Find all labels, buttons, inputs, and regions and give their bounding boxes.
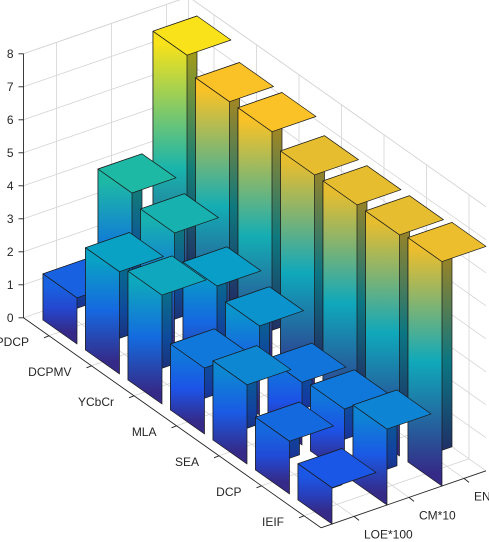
bar-top-face [365, 195, 444, 236]
category-tick-mark [43, 335, 50, 339]
axis-line [23, 317, 322, 529]
bar-top-face [152, 15, 232, 56]
z-tick-label: 4 [7, 179, 14, 193]
axis-line [320, 470, 487, 529]
category-tick-mark [256, 485, 262, 489]
bar-front-face [407, 237, 443, 487]
bar-top-face [225, 286, 304, 327]
category-tick-mark [86, 365, 92, 369]
z-tick-label: 1 [7, 278, 14, 292]
bar-top-face [140, 193, 219, 234]
bar-SEA-LOE*100 [212, 345, 292, 465]
bar-DCPMV-LOE*100 [85, 232, 164, 375]
bar-DCP-EN [365, 195, 444, 457]
bar-top-face [255, 401, 334, 442]
bar-top-face [182, 246, 262, 287]
category-tick-mark [213, 455, 220, 459]
z-tick-label: 5 [7, 146, 14, 160]
series-tick-mark [408, 497, 415, 502]
category-tick-label: SEA [175, 455, 199, 469]
z-tick-label: 0 [7, 311, 14, 325]
bar-top-face [322, 165, 402, 206]
bar-SEA-EN [322, 165, 402, 427]
bar-top-face [297, 448, 377, 489]
bars-layer [42, 15, 487, 525]
bar-top-face [212, 345, 292, 386]
bar-top-face [267, 342, 347, 383]
bar-IEIF-EN [407, 222, 487, 487]
category-tick-label: YCbCr [78, 395, 114, 409]
bar-DCP-LOE*100 [255, 401, 334, 495]
bar-top-face [195, 62, 274, 103]
series-tick-mark [353, 516, 360, 521]
z-tick-label: 6 [7, 113, 14, 127]
bar-top-face [280, 135, 359, 176]
z-tick-label: 7 [7, 80, 14, 94]
category-tick-label: DCPMV [28, 365, 71, 379]
z-tick-label: 3 [7, 212, 14, 226]
series-tick-mark [463, 478, 470, 483]
category-tick-mark [298, 515, 305, 519]
series-tick-label: LOE*100 [364, 527, 413, 541]
bar-top-face [85, 232, 164, 273]
series-tick-label: CM*10 [419, 508, 456, 522]
bar-top-face [237, 92, 317, 133]
category-tick-mark [128, 395, 135, 399]
wall-edge [23, 0, 181, 55]
z-tick-label: 2 [7, 245, 14, 259]
bar-YCbCr-LOE*100 [127, 255, 207, 405]
bar-top-face [97, 153, 177, 194]
bar-IEIF-CM*10 [352, 389, 432, 506]
wall-edge [192, 0, 487, 208]
category-tick-label: MLA [132, 425, 157, 439]
category-tick-label: DCP [216, 485, 241, 499]
series-tick-label: EN [474, 489, 489, 503]
bar-top-face [352, 389, 432, 430]
bar-top-face [127, 255, 207, 296]
category-tick-label: IEIF [262, 515, 284, 529]
category-tick-mark [171, 425, 177, 429]
z-tick-label: 8 [7, 47, 14, 61]
bar-IEIF-LOE*100 [297, 448, 377, 525]
bar-top-face [407, 222, 487, 262]
